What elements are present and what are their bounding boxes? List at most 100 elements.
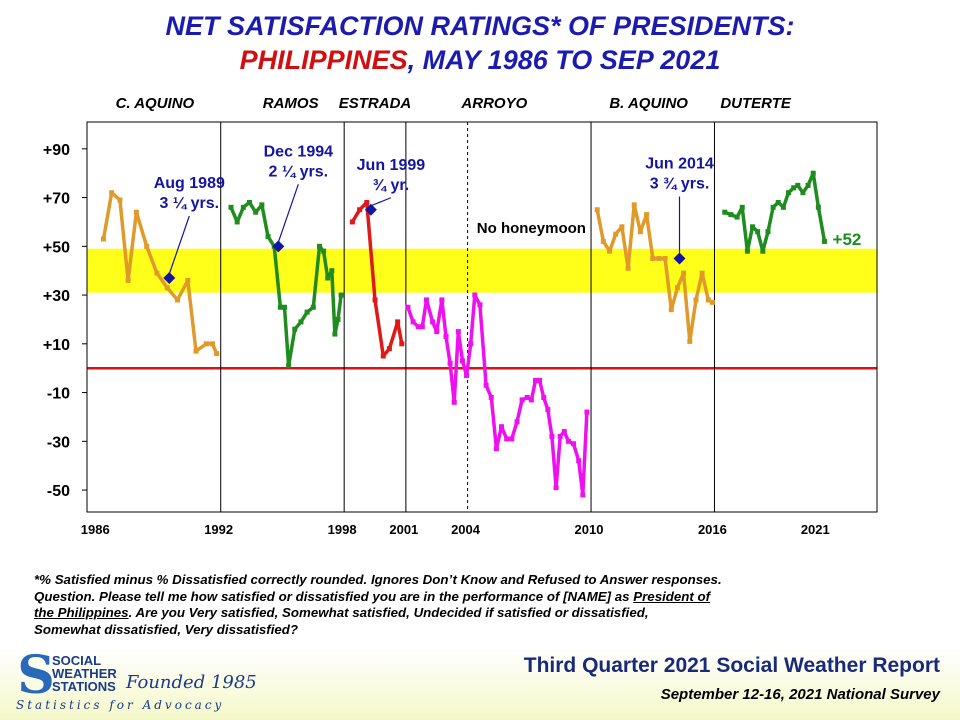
data-point [286, 363, 292, 369]
data-point [662, 256, 668, 261]
x-tick-label: 1998 [328, 522, 357, 537]
x-tick-label: 1986 [81, 522, 110, 537]
data-point [329, 268, 335, 274]
data-point [443, 334, 449, 339]
data-point [786, 190, 792, 196]
data-point [477, 302, 483, 308]
data-point [815, 204, 821, 210]
data-point [325, 275, 331, 281]
data-point [681, 270, 687, 276]
data-point [780, 204, 786, 210]
series-line [406, 293, 589, 497]
data-point [687, 338, 693, 344]
annotation-arrow [277, 184, 299, 243]
data-point [214, 351, 220, 357]
data-point [584, 409, 590, 415]
data-point [709, 299, 715, 305]
data-point [728, 212, 734, 218]
data-point [133, 209, 139, 215]
data-point [117, 197, 123, 203]
footer-band [0, 648, 960, 720]
y-tick-label: +30 [43, 288, 70, 305]
footnote-line2-underlined: President of [633, 588, 711, 604]
president-label: DUTERTE [720, 95, 792, 112]
logo-line2: WEATHER [52, 666, 117, 681]
footnote-line2-text: Question. Please tell me how satisfied o… [34, 588, 634, 604]
data-point [775, 199, 781, 205]
annotation-duration: 3 ¾ yrs. [650, 176, 710, 193]
data-point [625, 265, 631, 271]
data-point [364, 199, 370, 205]
data-point [410, 319, 416, 325]
footnote: *% Satisfied minus % Dissatisfied correc… [34, 572, 934, 638]
data-point [386, 346, 392, 352]
data-point [650, 256, 656, 261]
annotation-date: Aug 1989 [154, 175, 225, 192]
annotation-duration: 2 ¼ yrs. [269, 163, 329, 180]
annotation-marker [272, 240, 285, 253]
data-point [600, 238, 606, 244]
chart-title-dates: , MAY 1986 TO SEP 2021 [407, 45, 721, 75]
data-point [455, 329, 461, 335]
annotation-date: Jun 1999 [357, 157, 426, 174]
data-point [349, 219, 355, 225]
data-point [594, 207, 600, 213]
y-tick-label: +50 [43, 239, 70, 256]
annotation-marker [163, 272, 176, 284]
data-point [739, 204, 745, 210]
data-point [240, 204, 246, 210]
data-point [822, 238, 828, 244]
no-honeymoon-label: No honeymoon [477, 220, 586, 237]
data-point [316, 243, 322, 249]
data-point [100, 236, 106, 242]
data-point [399, 341, 405, 347]
data-point [259, 202, 265, 208]
president-label: ESTRADA [339, 95, 412, 112]
data-point [209, 341, 215, 347]
data-point [524, 394, 530, 400]
annotation-arrow [168, 215, 190, 275]
data-point [722, 209, 728, 215]
data-point [423, 297, 429, 303]
x-tick-label: 2016 [698, 522, 727, 537]
data-point [656, 256, 662, 261]
data-point [810, 170, 816, 176]
logo-tagline: Statistics for Advocacy [16, 698, 225, 712]
footnote-line4: Somewhat dissatisfied, Very dissatisfied… [34, 621, 299, 637]
data-point [434, 329, 440, 335]
data-point [447, 360, 453, 366]
series-line [229, 200, 343, 368]
annotation-marker [364, 203, 377, 216]
footnote-line3-text: . Are you Very satisfied, Somewhat satis… [128, 605, 649, 620]
annotation-marker [673, 252, 686, 265]
sws-logo-words: SOCIAL WEATHER STATIONS [52, 654, 117, 693]
x-tick-label: 2004 [451, 522, 481, 537]
y-tick-label: -10 [47, 386, 70, 403]
y-tick-label: +90 [43, 142, 70, 159]
footnote-line1: *% Satisfied minus % Dissatisfied correc… [34, 572, 722, 587]
footnote-line2: Question. Please tell me how satisfied o… [34, 589, 934, 606]
data-point [277, 304, 283, 310]
logo-founded: Founded 1985 [126, 672, 257, 693]
x-tick-label: 2021 [801, 522, 830, 537]
data-point [125, 277, 131, 283]
last-value-label: +52 [833, 230, 862, 249]
annotation-date: Dec 1994 [264, 143, 333, 160]
sws-s-icon: S [17, 645, 55, 706]
data-point [493, 446, 499, 452]
data-point [674, 285, 680, 291]
data-point [699, 270, 705, 276]
data-point [380, 353, 386, 359]
annotation-duration: ¾ yr. [373, 177, 409, 194]
data-point [193, 348, 199, 354]
data-point [472, 292, 478, 298]
footnote-line3-underlined: the Philippines [34, 605, 129, 620]
data-point [580, 492, 586, 498]
data-point [637, 229, 643, 235]
data-point [321, 248, 327, 254]
data-point [549, 433, 555, 439]
data-point [499, 424, 505, 430]
data-point [561, 429, 567, 435]
data-point [576, 458, 582, 464]
data-point [310, 304, 316, 310]
